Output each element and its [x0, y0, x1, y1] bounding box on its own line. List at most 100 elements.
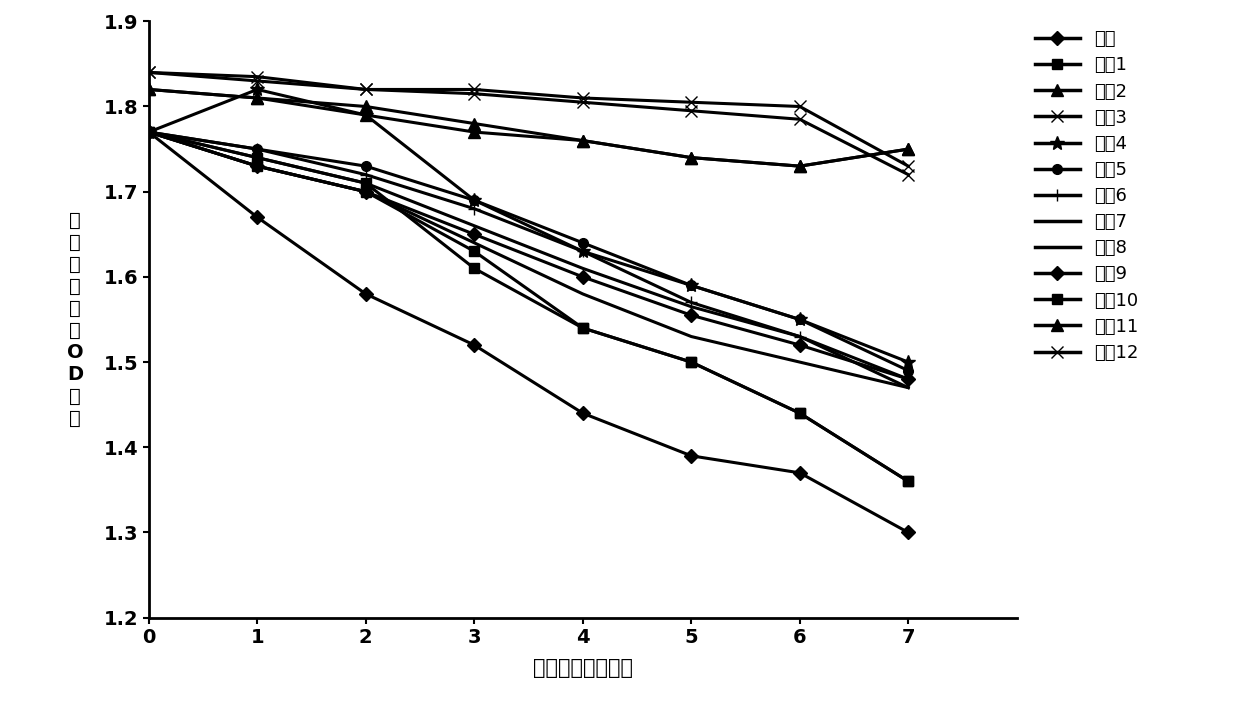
- 实例8: [575, 290, 590, 298]
- 实例12: [684, 106, 699, 115]
- 实例11: [466, 128, 481, 136]
- 实例8: [358, 187, 373, 196]
- Line: 实例4: 实例4: [141, 82, 915, 369]
- 实例3: [900, 162, 915, 170]
- 实例4: [900, 358, 915, 366]
- 实例5: [792, 315, 807, 324]
- 实例12: [466, 89, 481, 98]
- 实例6: [466, 204, 481, 213]
- 实例10: [684, 358, 699, 366]
- Line: 实例1: 实例1: [144, 127, 913, 486]
- 对照: [141, 128, 156, 136]
- 实例9: [792, 341, 807, 349]
- Line: 实例10: 实例10: [144, 127, 913, 486]
- 实例2: [684, 153, 699, 162]
- 实例1: [900, 477, 915, 486]
- 实例8: [900, 383, 915, 392]
- 实例5: [900, 366, 915, 375]
- 对照: [684, 452, 699, 460]
- 实例11: [792, 162, 807, 170]
- 实例4: [249, 85, 264, 94]
- 实例2: [249, 94, 264, 102]
- 实例1: [792, 409, 807, 417]
- 实例9: [358, 187, 373, 196]
- 实例10: [249, 162, 264, 170]
- 对照: [249, 213, 264, 222]
- 实例8: [249, 162, 264, 170]
- 实例2: [358, 102, 373, 111]
- 实例12: [575, 98, 590, 106]
- 实例2: [575, 136, 590, 145]
- 对照: [792, 469, 807, 477]
- 实例7: [900, 383, 915, 392]
- Line: 实例12: 实例12: [143, 66, 915, 181]
- 实例8: [466, 239, 481, 247]
- 实例7: [141, 128, 156, 136]
- Line: 实例5: 实例5: [144, 127, 913, 376]
- 实例4: [466, 196, 481, 204]
- 实例6: [249, 145, 264, 153]
- Text: 空
白
吸
光
度
（
O
D
値
）: 空 白 吸 光 度 （ O D 値 ）: [67, 211, 83, 428]
- X-axis label: 热加速时间（天）: 热加速时间（天）: [533, 658, 632, 678]
- 实例7: [466, 222, 481, 230]
- 实例6: [575, 247, 590, 256]
- 实例11: [358, 111, 373, 119]
- 实例5: [141, 128, 156, 136]
- 对照: [466, 341, 481, 349]
- Line: 实例8: 实例8: [149, 132, 908, 388]
- 实例8: [141, 128, 156, 136]
- 实例6: [792, 332, 807, 341]
- 实例2: [900, 145, 915, 153]
- 实例10: [358, 187, 373, 196]
- 实例3: [249, 72, 264, 81]
- 对照: [358, 290, 373, 298]
- Line: 对照: 对照: [144, 127, 913, 537]
- 实例9: [466, 230, 481, 239]
- 实例8: [792, 358, 807, 366]
- 实例12: [249, 77, 264, 85]
- Line: 实例11: 实例11: [144, 84, 914, 172]
- 实例6: [141, 128, 156, 136]
- 实例3: [358, 85, 373, 94]
- 实例11: [141, 85, 156, 94]
- 实例5: [249, 145, 264, 153]
- 实例12: [141, 68, 156, 77]
- 实例2: [141, 85, 156, 94]
- 实例7: [684, 302, 699, 311]
- Line: 实例9: 实例9: [144, 127, 913, 384]
- 实例5: [684, 281, 699, 290]
- 实例5: [358, 162, 373, 170]
- Line: 实例2: 实例2: [144, 84, 914, 172]
- 实例3: [141, 68, 156, 77]
- 实例10: [466, 247, 481, 256]
- 实例10: [141, 128, 156, 136]
- 实例5: [466, 196, 481, 204]
- 对照: [900, 528, 915, 537]
- 实例1: [575, 324, 590, 332]
- 实例11: [575, 136, 590, 145]
- Line: 实例7: 实例7: [149, 132, 908, 388]
- 实例1: [358, 179, 373, 187]
- 实例7: [792, 332, 807, 341]
- 实例9: [575, 273, 590, 281]
- 实例11: [249, 94, 264, 102]
- 实例9: [900, 375, 915, 383]
- 实例4: [792, 315, 807, 324]
- 实例4: [684, 281, 699, 290]
- 实例4: [358, 111, 373, 119]
- 实例11: [900, 145, 915, 153]
- 实例8: [684, 332, 699, 341]
- 实例3: [575, 94, 590, 102]
- 实例6: [684, 298, 699, 307]
- 实例7: [575, 264, 590, 273]
- 实例1: [249, 153, 264, 162]
- 实例9: [684, 311, 699, 320]
- Line: 实例6: 实例6: [143, 126, 915, 386]
- 实例5: [575, 239, 590, 247]
- 实例4: [141, 128, 156, 136]
- 实例2: [466, 119, 481, 128]
- 实例9: [141, 128, 156, 136]
- 实例7: [249, 153, 264, 162]
- Line: 实例3: 实例3: [143, 66, 915, 173]
- 实例3: [792, 102, 807, 111]
